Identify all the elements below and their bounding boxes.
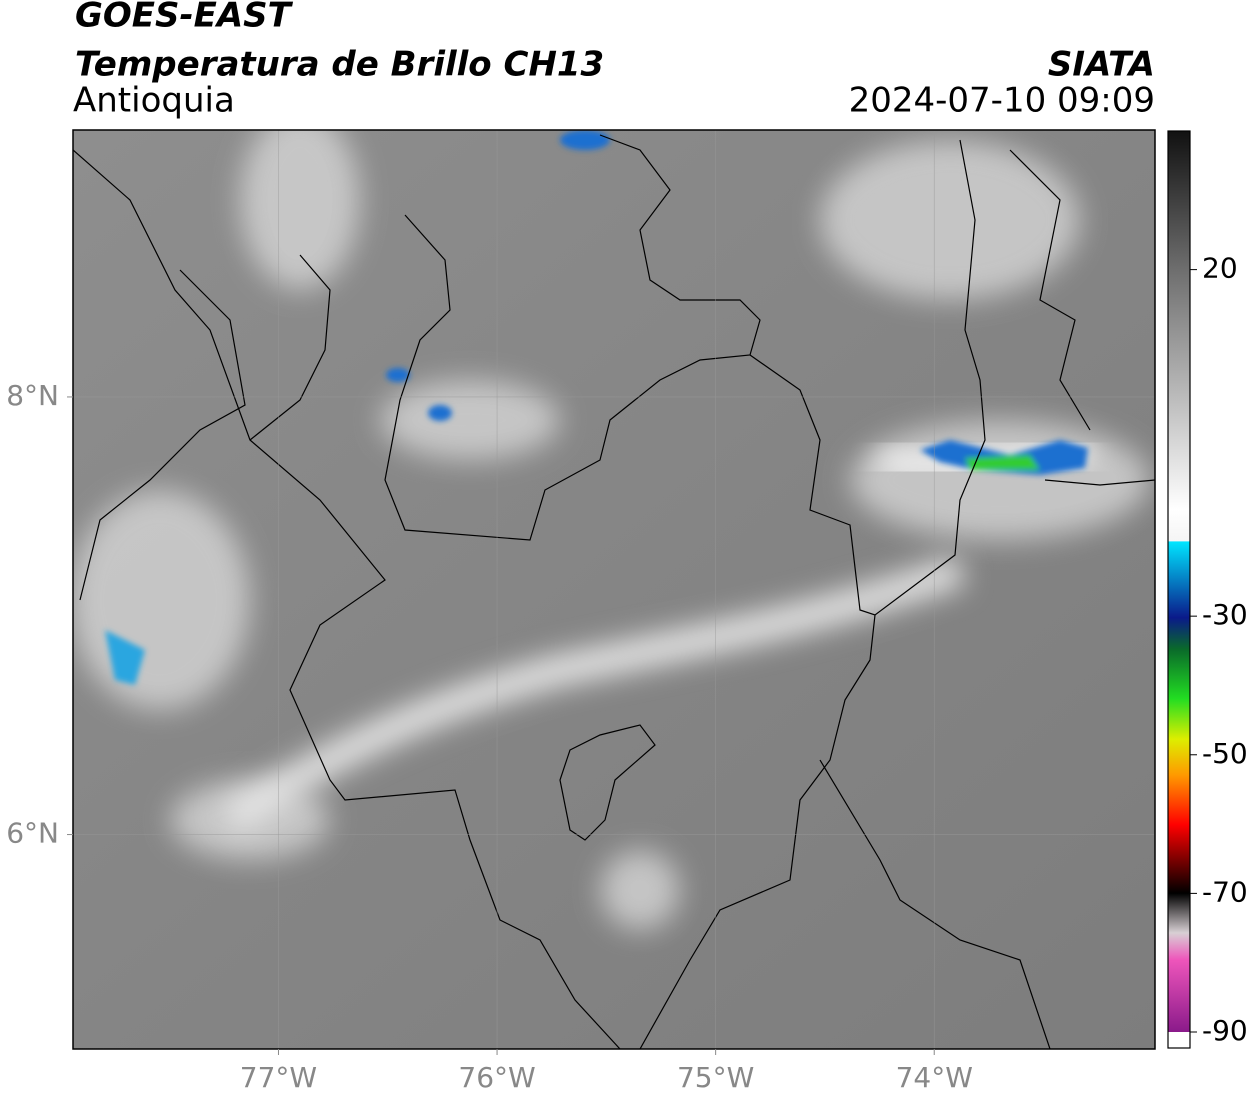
x-tick-label: 77°W [240, 1061, 317, 1094]
colorbar-tick-label: -50 [1202, 737, 1248, 770]
timestamp: 2024-07-10 09:09 [849, 81, 1155, 121]
colorbar-under [1168, 1032, 1190, 1048]
source: SIATA [1048, 45, 1155, 85]
map-frame [72, 129, 1156, 1050]
x-tick-label: 76°W [458, 1061, 535, 1094]
borders [73, 134, 1155, 1049]
map-image [73, 130, 1155, 1049]
y-tick-label: 6°N [6, 817, 59, 850]
colorbar-tick-label: -90 [1202, 1014, 1248, 1047]
region: Antioquia [73, 81, 235, 121]
title: GOES-EAST [75, 0, 294, 36]
x-tick-label: 75°W [677, 1061, 754, 1094]
colorbar-tick-label: 20 [1202, 252, 1238, 285]
colorbar-tick-label: -30 [1202, 598, 1248, 631]
colorbar-frame [1167, 130, 1191, 1049]
grid [73, 130, 1155, 1049]
colorbar-tick-label: -70 [1202, 875, 1248, 908]
subtitle: Temperatura de Brillo CH13 [75, 45, 604, 85]
colorbar [1168, 131, 1190, 1032]
y-tick-label: 8°N [6, 379, 59, 412]
x-tick-label: 74°W [896, 1061, 973, 1094]
